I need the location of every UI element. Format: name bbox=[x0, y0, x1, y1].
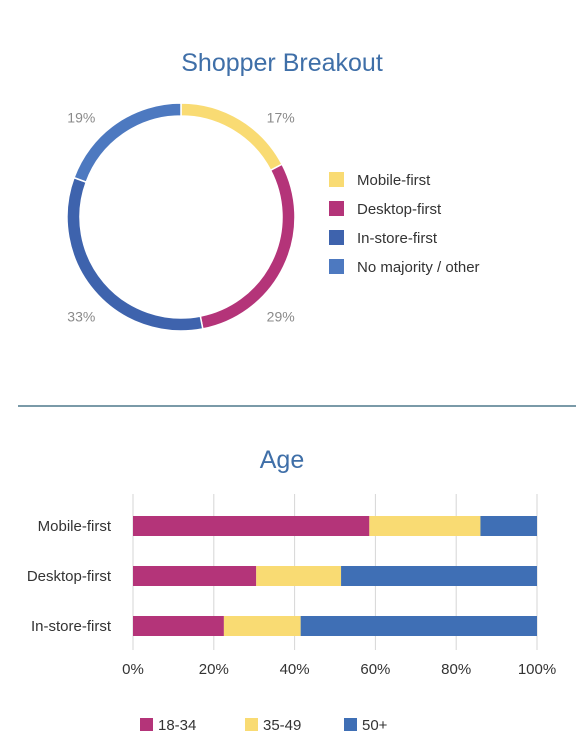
donut-chart-title: Shopper Breakout bbox=[181, 49, 383, 77]
x-tick-label: 0% bbox=[122, 661, 144, 678]
legend-swatch-no-majority-other bbox=[329, 259, 344, 274]
donut-value-label: 29% bbox=[267, 309, 295, 325]
bar-mobile-first-35-49 bbox=[369, 516, 481, 536]
bar-in-store-first-18-34 bbox=[133, 616, 224, 636]
bar-mobile-first-50 bbox=[480, 516, 537, 536]
bar-desktop-first-35-49 bbox=[256, 566, 342, 586]
donut-value-label: 33% bbox=[67, 309, 95, 325]
donut-value-labels: 17% 29% 33% 19% bbox=[67, 109, 294, 324]
x-tick-label: 20% bbox=[199, 661, 229, 678]
x-tick-label: 60% bbox=[360, 661, 390, 678]
legend-label-desktop-first: Desktop-first bbox=[357, 201, 442, 218]
bar-legend-swatch-50 bbox=[344, 718, 357, 731]
donut-slices bbox=[66, 102, 296, 332]
legend-swatch-desktop-first bbox=[329, 201, 344, 216]
bar-legend-swatch-18-34 bbox=[140, 718, 153, 731]
x-tick-label: 40% bbox=[280, 661, 310, 678]
donut-chart: Shopper Breakout 17% 29% 33% 19% Mobile-fir… bbox=[66, 49, 480, 332]
donut-legend: Mobile-first Desktop-first In-store-first N… bbox=[329, 172, 480, 276]
bar-tick-labels: 0% 20% 40% 60% 80% 100% bbox=[122, 661, 556, 678]
bar-desktop-first-18-34 bbox=[133, 566, 257, 586]
bar-legend-label-35-49: 35-49 bbox=[263, 717, 301, 734]
bar-chart-title: Age bbox=[260, 446, 304, 474]
category-label-in-store-first: In-store-first bbox=[31, 618, 112, 635]
donut-value-label: 17% bbox=[267, 109, 295, 125]
category-label-desktop-first: Desktop-first bbox=[27, 568, 112, 585]
x-tick-label: 100% bbox=[518, 661, 556, 678]
legend-label-in-store-first: In-store-first bbox=[357, 230, 438, 247]
legend-label-no-majority-other: No majority / other bbox=[357, 259, 480, 276]
bar-legend-label-50: 50+ bbox=[362, 717, 388, 734]
bar-segments bbox=[133, 516, 537, 636]
legend-label-mobile-first: Mobile-first bbox=[357, 172, 431, 189]
category-label-mobile-first: Mobile-first bbox=[38, 518, 112, 535]
donut-value-label: 19% bbox=[67, 109, 95, 125]
bar-desktop-first-50 bbox=[341, 566, 537, 586]
bar-legend-label-18-34: 18-34 bbox=[158, 717, 196, 734]
bar-in-store-first-35-49 bbox=[223, 616, 301, 636]
legend-swatch-mobile-first bbox=[329, 172, 344, 187]
legend-swatch-in-store-first bbox=[329, 230, 344, 245]
age-bar-chart: Age Mobile-first Desktop-first In-store-fi… bbox=[27, 446, 556, 734]
donut-slice-no-majority-other bbox=[73, 102, 182, 184]
bar-legend-swatch-35-49 bbox=[245, 718, 258, 731]
donut-slice-desktop-first bbox=[199, 163, 296, 330]
bar-legend: 18-34 35-49 50+ bbox=[140, 717, 388, 734]
x-tick-label: 80% bbox=[441, 661, 471, 678]
bar-category-labels: Mobile-first Desktop-first In-store-first bbox=[27, 518, 112, 635]
bar-mobile-first-18-34 bbox=[133, 516, 370, 536]
bar-in-store-first-50 bbox=[300, 616, 537, 636]
